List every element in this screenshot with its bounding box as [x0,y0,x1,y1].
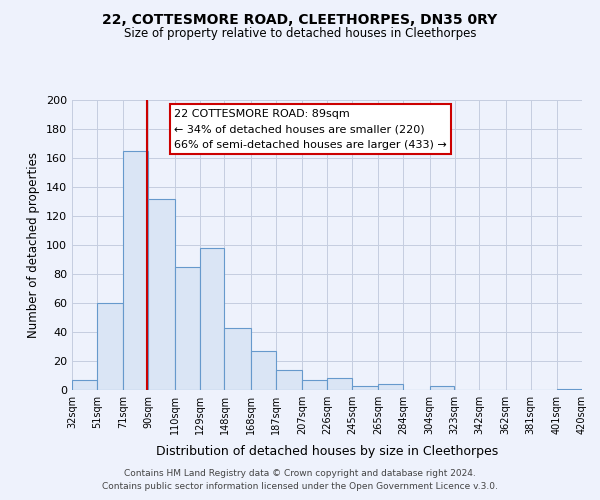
Bar [557,388,582,390]
Bar [276,370,302,390]
Bar [123,151,148,390]
Bar [148,198,175,390]
Bar [378,384,403,390]
Text: Contains HM Land Registry data © Crown copyright and database right 2024.: Contains HM Land Registry data © Crown c… [124,468,476,477]
Bar [199,248,224,390]
Bar [224,328,251,390]
Bar [430,386,455,390]
Text: Size of property relative to detached houses in Cleethorpes: Size of property relative to detached ho… [124,28,476,40]
Bar [352,386,378,390]
Bar [97,303,123,390]
Bar [72,380,97,390]
Text: 22, COTTESMORE ROAD, CLEETHORPES, DN35 0RY: 22, COTTESMORE ROAD, CLEETHORPES, DN35 0… [103,12,497,26]
Bar [251,351,276,390]
Bar [302,380,327,390]
Bar [327,378,352,390]
Text: Contains public sector information licensed under the Open Government Licence v.: Contains public sector information licen… [102,482,498,491]
Bar [175,267,199,390]
X-axis label: Distribution of detached houses by size in Cleethorpes: Distribution of detached houses by size … [156,446,498,458]
Text: 22 COTTESMORE ROAD: 89sqm
← 34% of detached houses are smaller (220)
66% of semi: 22 COTTESMORE ROAD: 89sqm ← 34% of detac… [174,108,447,150]
Y-axis label: Number of detached properties: Number of detached properties [28,152,40,338]
